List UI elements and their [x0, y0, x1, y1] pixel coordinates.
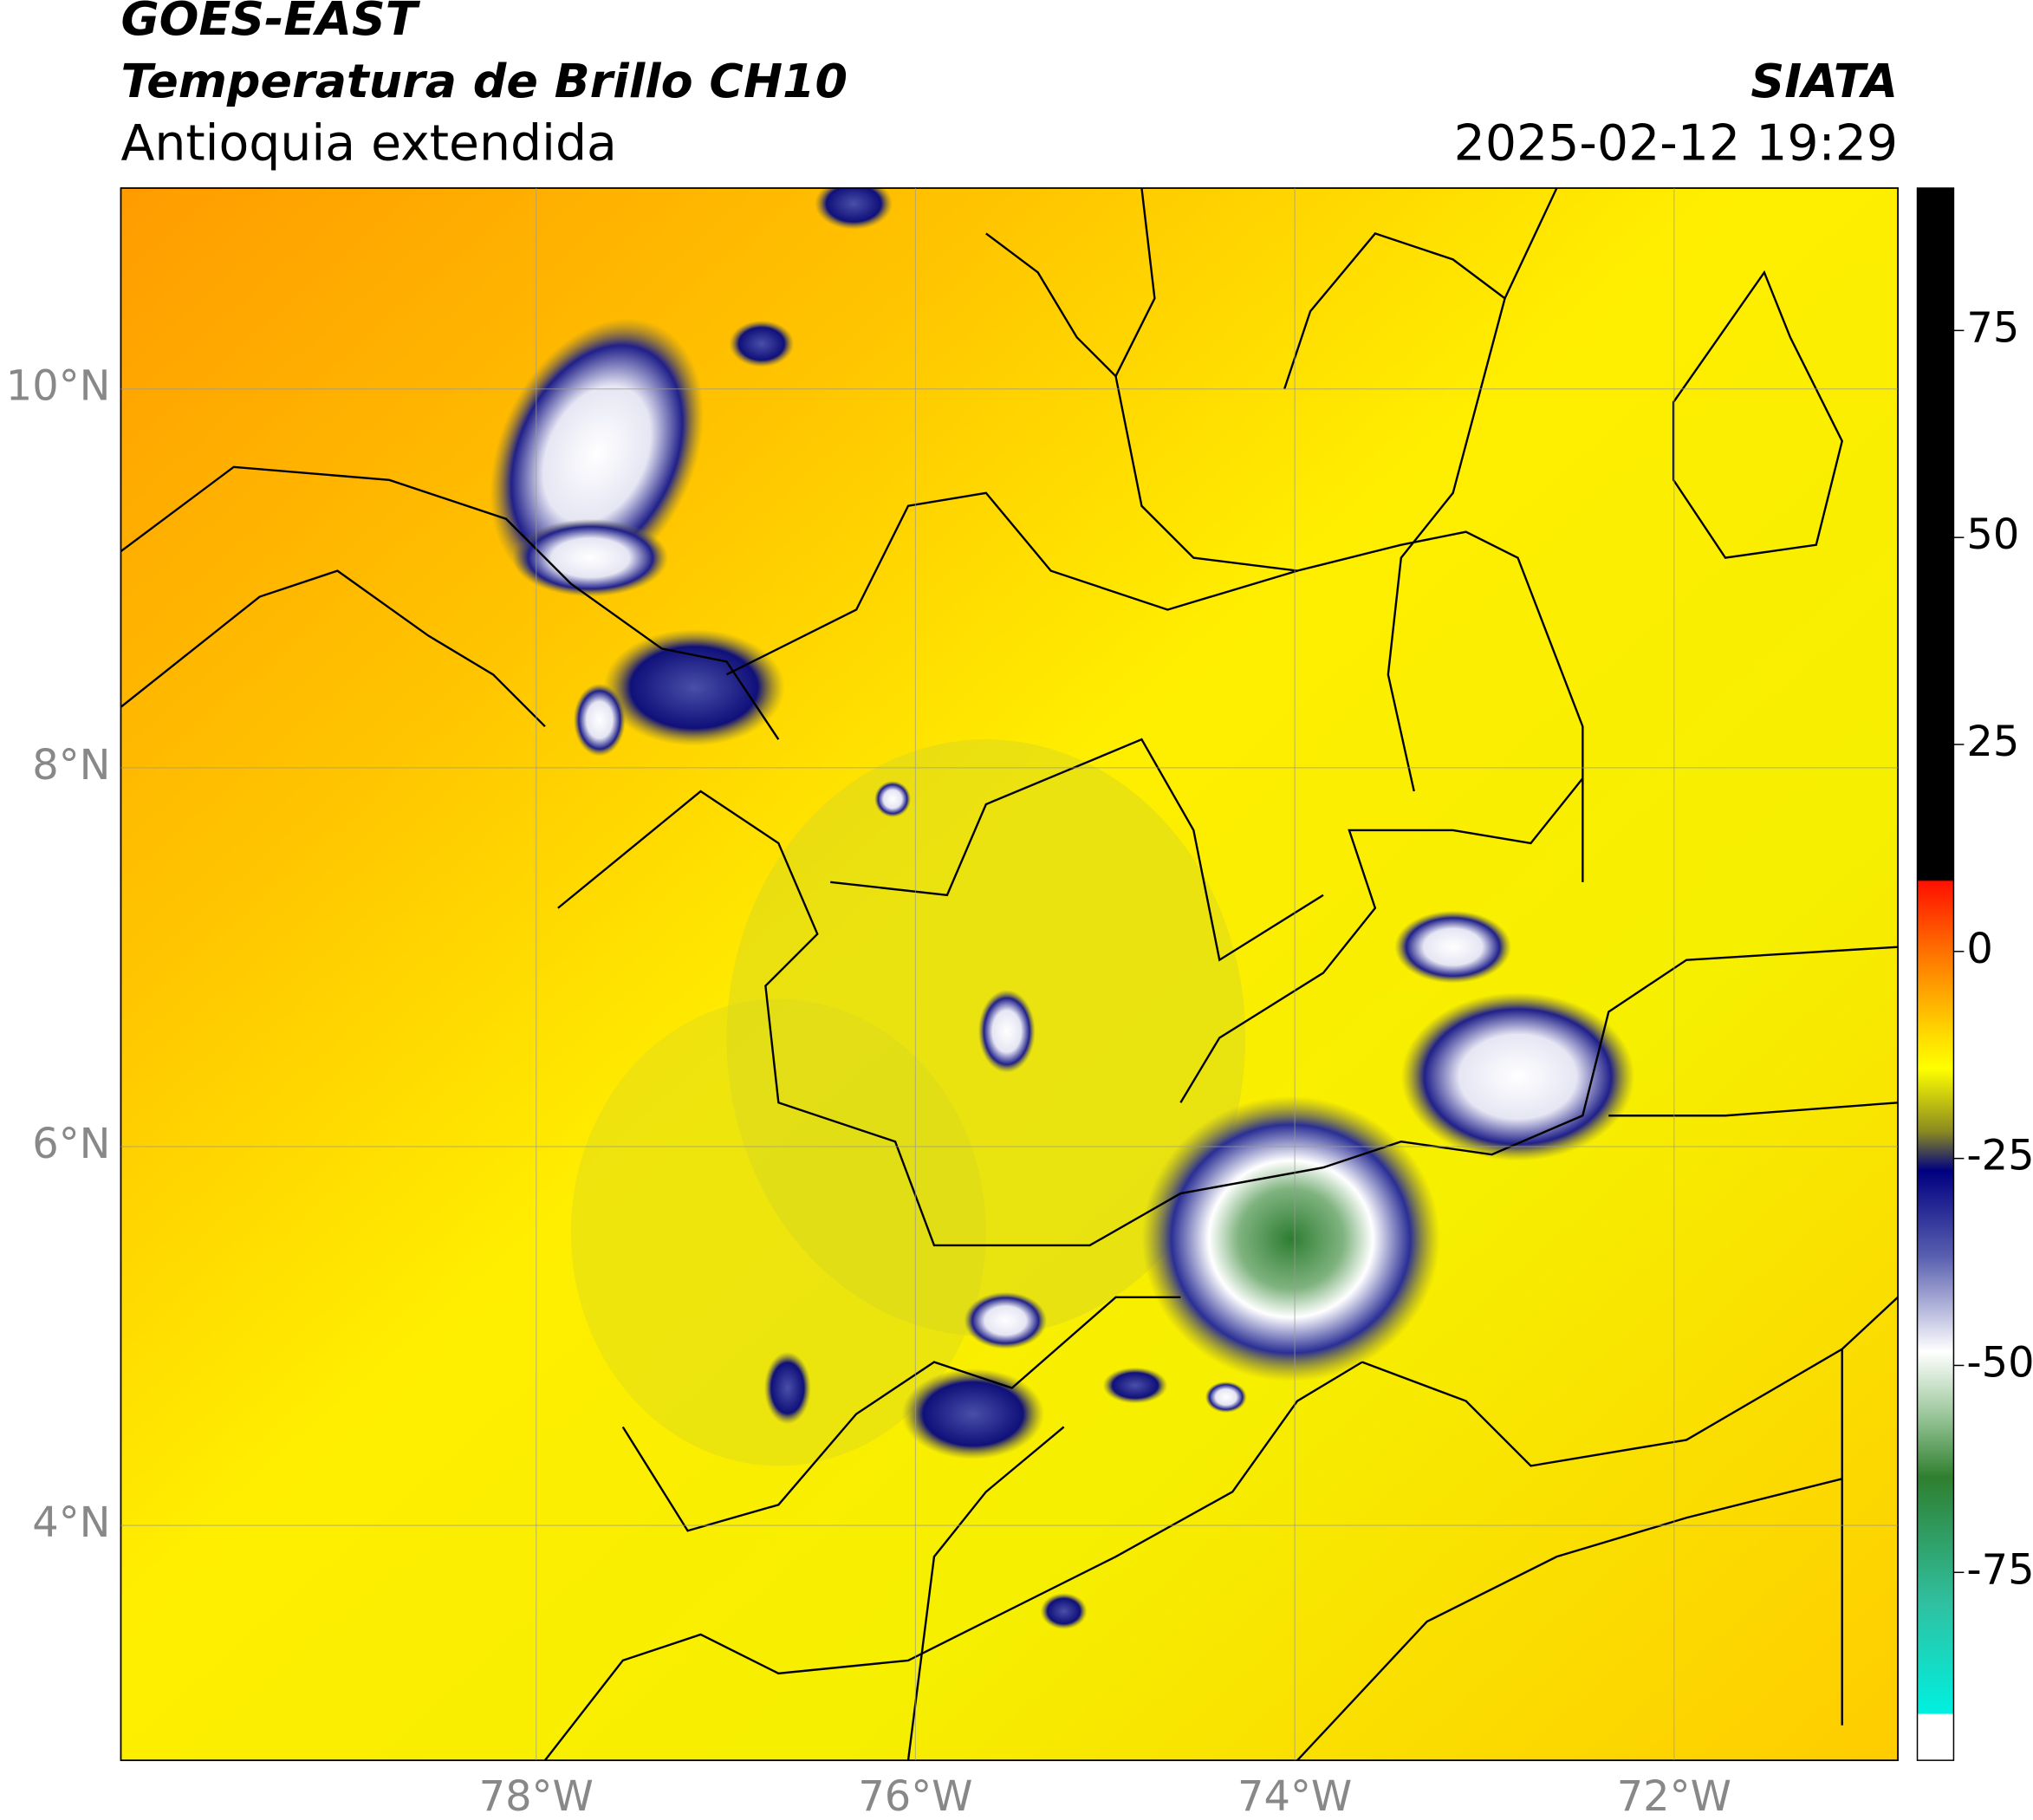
colorbar-tick-label: 25 [1966, 718, 2019, 766]
colorbar-tick-label: 75 [1966, 304, 2019, 352]
lat-tick-label: 8°N [32, 742, 110, 790]
lon-tick-label: 76°W [858, 1773, 972, 1820]
lon-tick-label: 78°W [479, 1773, 594, 1820]
colorbar-tick-label: 50 [1966, 511, 2019, 559]
lat-tick-label: 4°N [32, 1499, 110, 1547]
lon-tick-label: 74°W [1237, 1773, 1352, 1820]
colorbar-tick-label: 0 [1966, 926, 1992, 973]
lon-tick-label: 72°W [1617, 1773, 1731, 1820]
colorbar-tick-label: -25 [1966, 1133, 2033, 1180]
source: SIATA [1750, 54, 1898, 108]
lat-tick-label: 10°N [6, 363, 111, 411]
colorbar [1916, 187, 1955, 1761]
colorbar-tick-label: -75 [1966, 1546, 2033, 1594]
datetime: 2025-02-12 19:29 [1454, 115, 1898, 172]
region: Antioquia extendida [120, 115, 616, 172]
map-frame [120, 187, 1899, 1762]
map-field [120, 188, 1899, 1761]
lat-tick-label: 6°N [32, 1121, 110, 1168]
subtitle: Temperatura de Brillo CH10 [120, 54, 848, 108]
title: GOES-EAST [120, 0, 420, 46]
colorbar-tick-label: -50 [1966, 1339, 2033, 1387]
